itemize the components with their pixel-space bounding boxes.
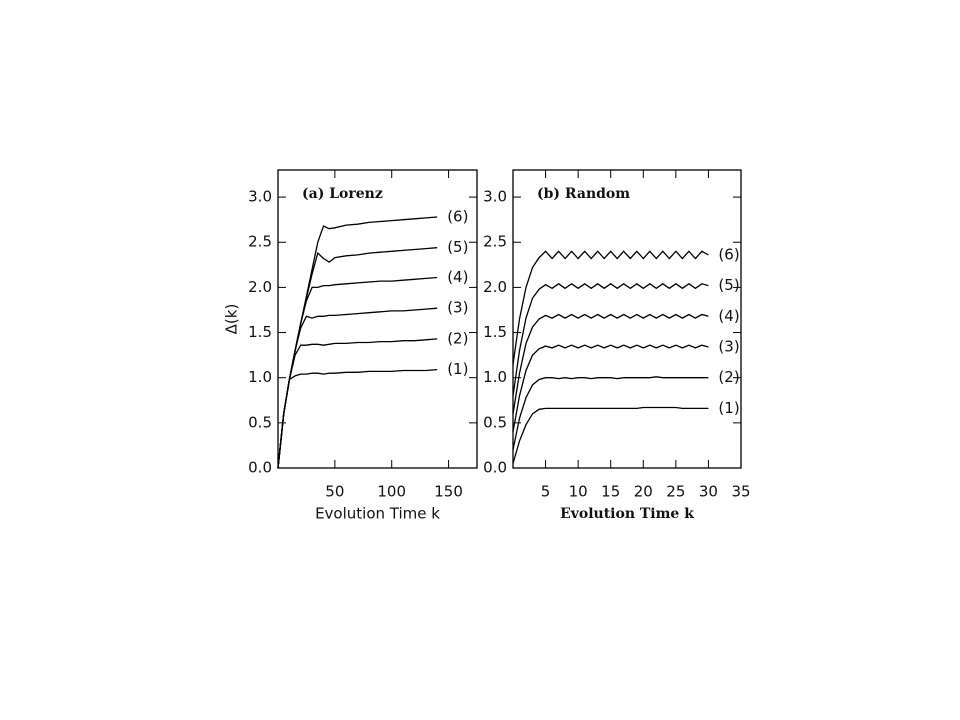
- x-tick-label: 10: [569, 483, 588, 501]
- y-tick-label: 3.0: [483, 188, 507, 206]
- series-line: [277, 216, 438, 469]
- plot-frame: [277, 169, 478, 469]
- series-line: [512, 250, 709, 365]
- series-label: (3): [447, 299, 468, 317]
- series-label: (6): [718, 245, 739, 263]
- x-tick-label: 5: [541, 483, 551, 501]
- series-label: (4): [447, 268, 468, 286]
- y-tick-label: 3.0: [248, 188, 272, 206]
- y-tick-label: 2.5: [483, 233, 507, 251]
- series-line: [512, 406, 709, 464]
- y-tick-label: 2.0: [483, 278, 507, 296]
- series-line: [277, 307, 438, 469]
- series-label: (3): [718, 337, 739, 355]
- x-tick-label: 30: [699, 483, 718, 501]
- x-tick-label: 15: [601, 483, 620, 501]
- series-label: (4): [718, 307, 739, 325]
- series-line: [512, 376, 709, 451]
- y-tick-label: 1.5: [483, 323, 507, 341]
- y-tick-label: 0.5: [248, 413, 272, 431]
- y-tick-label: 1.5: [248, 323, 272, 341]
- plot-frame: [512, 169, 742, 469]
- y-tick-label: 0.0: [483, 459, 507, 477]
- series-label: (5): [447, 238, 468, 256]
- series-label: (2): [718, 368, 739, 386]
- series-line: [277, 338, 438, 469]
- x-tick-label: 35: [731, 483, 750, 501]
- x-tick-label: 20: [634, 483, 653, 501]
- x-tick-label: 25: [666, 483, 685, 501]
- series-label: (1): [447, 360, 468, 378]
- y-tick-label: 2.0: [248, 278, 272, 296]
- y-axis-label: Δ(k): [223, 304, 241, 335]
- x-tick-label: 150: [434, 483, 463, 501]
- series-line: [512, 344, 709, 433]
- x-tick-label: 50: [325, 483, 344, 501]
- y-tick-label: 1.0: [248, 368, 272, 386]
- y-tick-label: 2.5: [248, 233, 272, 251]
- y-tick-label: 1.0: [483, 368, 507, 386]
- x-tick-label: 100: [377, 483, 406, 501]
- y-tick-label: 0.0: [248, 459, 272, 477]
- x-axis-label: Evolution Time k: [560, 506, 694, 522]
- series-label: (6): [447, 207, 468, 225]
- panel-title: (b) Random: [537, 186, 630, 202]
- series-label: (5): [718, 276, 739, 294]
- series-line: [512, 313, 709, 414]
- y-tick-label: 0.5: [483, 413, 507, 431]
- series-label: (1): [718, 399, 739, 417]
- series-line: [512, 283, 709, 396]
- series-line: [277, 247, 438, 469]
- x-axis-label: Evolution Time k: [315, 505, 440, 523]
- series-label: (2): [447, 329, 468, 347]
- series-line: [277, 368, 438, 469]
- panel-title: (a) Lorenz: [302, 186, 383, 202]
